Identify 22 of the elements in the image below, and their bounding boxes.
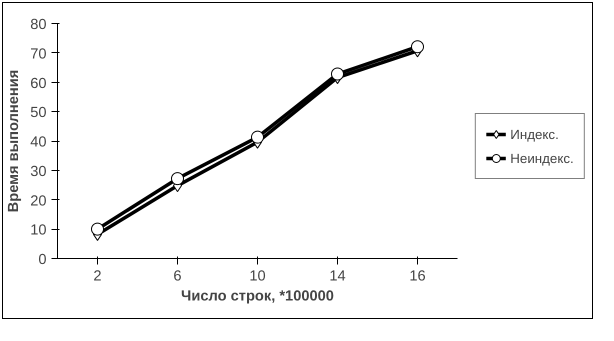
x-tick-label: 10 — [249, 268, 266, 284]
y-tick-label: 70 — [30, 46, 47, 62]
y-tick-label: 20 — [30, 193, 47, 210]
y-tick-label: 30 — [30, 164, 47, 180]
legend-label: Неиндекс. — [510, 150, 574, 166]
y-tick-label: 60 — [30, 76, 47, 92]
x-axis-title: Число строк, *100000 — [181, 288, 334, 304]
point — [91, 222, 104, 236]
x-tick-label: 16 — [409, 268, 426, 284]
y-axis-title: Время выполнения — [6, 70, 22, 212]
x-tick-label: 14 — [329, 268, 346, 284]
y-tick-label: 40 — [30, 134, 47, 150]
legend-label: Индекс. — [510, 126, 559, 142]
y-tick-label: 0 — [38, 252, 47, 268]
y-tick-label: 50 — [30, 105, 47, 122]
point — [171, 172, 184, 186]
point — [411, 40, 424, 54]
point — [251, 130, 264, 144]
y-tick-label: 80 — [30, 17, 47, 33]
x-tick-label: 2 — [93, 268, 102, 284]
x-tick-label: 6 — [173, 268, 182, 284]
y-tick-label: 10 — [30, 222, 47, 239]
